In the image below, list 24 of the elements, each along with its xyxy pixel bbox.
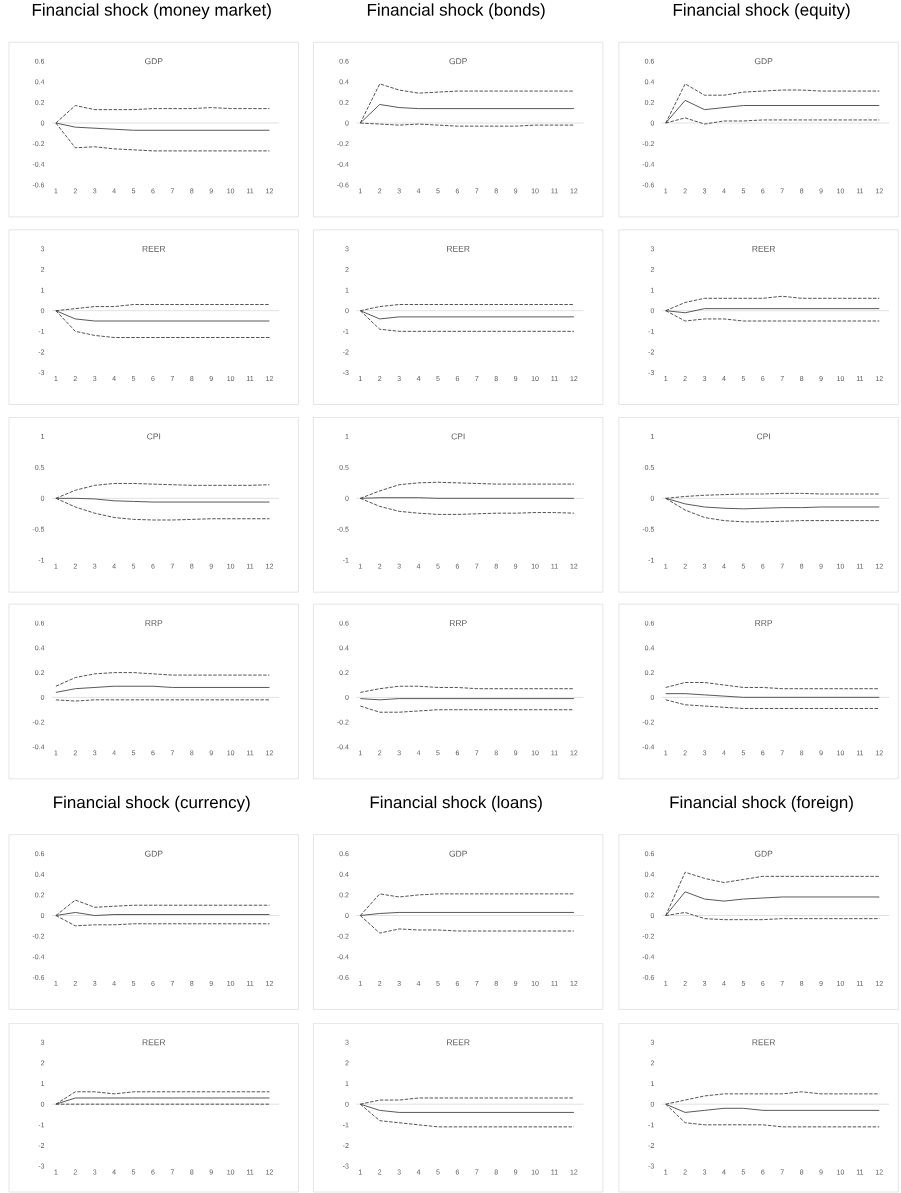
chart-subtitle: CPI: [756, 433, 770, 440]
chart-title: Financial shock (currency): [53, 795, 250, 812]
chart-subtitle: GDP: [754, 850, 773, 857]
chart-title: Financial shock (money market): [32, 3, 271, 20]
chart-title: Financial shock (equity): [673, 3, 850, 20]
chart-subtitle: RRP: [449, 620, 467, 627]
chart-subtitle: REER: [446, 1039, 470, 1046]
chart-subtitle: REER: [142, 1039, 166, 1046]
chart-subtitle: GDP: [449, 850, 467, 857]
chart-subtitle: CPI: [451, 433, 465, 440]
chart-title: Financial shock (bonds): [367, 3, 545, 20]
chart-subtitle: REER: [446, 245, 470, 252]
chart-subtitle: REER: [752, 1039, 775, 1046]
chart-title: Financial shock (loans): [370, 795, 542, 812]
chart-subtitle: GDP: [754, 58, 773, 65]
chart-subtitle: CPI: [147, 433, 160, 440]
chart-subtitle: REER: [142, 245, 166, 252]
chart-subtitle: RRP: [145, 620, 163, 627]
chart-title: Financial shock (foreign): [670, 795, 853, 812]
chart-subtitle: REER: [752, 245, 775, 252]
chart-subtitle: GDP: [144, 58, 163, 65]
chart-subtitle: GDP: [144, 850, 163, 857]
chart-subtitle: RRP: [755, 620, 772, 627]
chart-subtitle: GDP: [449, 58, 467, 65]
